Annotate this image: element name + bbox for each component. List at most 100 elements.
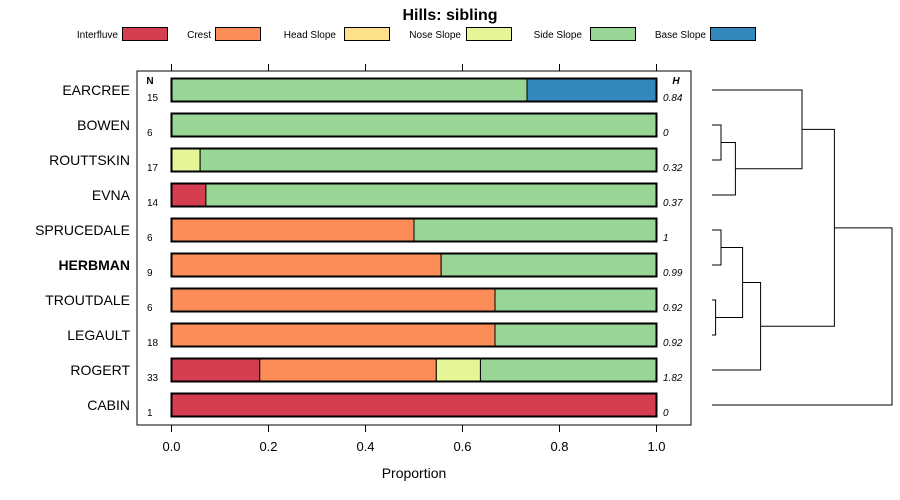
bar-segment-side-slope [171,78,528,102]
row-h-value: 0.84 [663,93,683,104]
bar-segment-interfluve [171,358,261,382]
row-herbman: HERBMAN 9 0.99 [58,252,683,279]
legend: Interfluve Crest Head Slope Nose Slope Side … [77,27,756,41]
legend-label-4: Side Slope [534,30,583,41]
row-label: LEGAULT [67,327,130,343]
legend-label-3: Nose Slope [409,30,461,41]
dendrogram [712,89,893,406]
bar-segment-side-slope [413,218,657,242]
bar-segment-side-slope [440,253,657,277]
bar-segment-nose-slope [435,358,481,382]
bar-segment-interfluve [171,183,207,207]
x-tick-label: 0.4 [356,439,374,454]
row-h-value: 0.37 [663,198,683,209]
row-h-value: 0 [663,128,669,139]
row-n-value: 6 [147,233,153,244]
bar-outline [170,392,658,418]
row-n-value: 9 [147,268,153,279]
row-n-value: 15 [147,93,159,104]
dendrogram-branch [712,282,762,371]
row-cabin: CABIN 1 0 [87,392,669,419]
row-h-value: 1.82 [663,373,683,384]
row-n-value: 6 [147,128,153,139]
row-bowen: BOWEN 6 0 [77,112,669,139]
legend-swatch-0 [122,27,168,41]
dendrogram-branch [712,142,736,196]
row-n-value: 18 [147,338,159,349]
bar-segment-side-slope [494,288,657,312]
dendrogram-branch [712,89,803,170]
row-label: EVNA [92,187,131,203]
row-label: BOWEN [77,117,130,133]
x-axis: 0.0 0.2 0.4 0.6 0.8 1.0 [162,64,666,454]
legend-label-1: Crest [187,30,211,41]
legend-swatch-4 [590,27,636,41]
legend-label-2: Head Slope [284,30,337,41]
x-tick-label: 0.2 [259,439,277,454]
dendrogram-branch [712,227,893,406]
row-n-value: 1 [147,408,153,419]
bar-segment-interfluve [171,393,657,417]
legend-swatch-5 [710,27,756,41]
bar-segment-base-slope [526,78,657,102]
row-n-value: 17 [147,163,159,174]
bar-outline [170,287,658,313]
row-rogert: ROGERT 33 1.82 [70,357,683,384]
dendrogram-branch [712,229,722,266]
bar-rows: EARCREE 15 0.84 BOWEN 6 0 ROUTTSKIN 17 0.32 EVNA 1… [35,77,683,419]
x-tick-label: 0.0 [162,439,180,454]
bar-segment-side-slope [479,358,658,382]
bar-outline [170,147,658,173]
row-routtskin: ROUTTSKIN 17 0.32 [49,147,683,174]
bar-outline [170,252,658,278]
row-h-value: 1 [663,233,669,244]
row-h-value: 0 [663,408,669,419]
h-column-header: H [672,76,680,87]
legend-swatch-1 [215,27,261,41]
row-label: TROUTDALE [45,292,130,308]
legend-swatch-3 [466,27,512,41]
bar-outline [170,217,658,243]
row-h-value: 0.92 [663,338,683,349]
n-column-header: N [146,76,153,87]
row-evna: EVNA 14 0.37 [92,182,683,209]
bar-segment-crest [171,253,442,277]
x-axis-title: Proportion [382,465,447,481]
row-h-value: 0.99 [663,268,683,279]
dendrogram-branch [715,247,744,318]
bar-segment-crest [171,323,496,347]
row-legault: LEGAULT 18 0.92 [67,322,683,349]
row-label: HERBMAN [58,257,130,273]
legend-swatch-2 [344,27,390,41]
dendrogram-branch [760,128,835,327]
row-label: ROGERT [70,362,130,378]
x-tick-label: 0.8 [550,439,568,454]
dendrogram-branch [712,299,717,336]
row-n-value: 6 [147,303,153,314]
bar-outline [170,182,658,208]
bar-segment-crest [259,358,437,382]
row-h-value: 0.32 [663,163,683,174]
bar-segment-side-slope [199,148,658,172]
row-n-value: 33 [147,373,159,384]
row-label: ROUTTSKIN [49,152,130,168]
bar-outline [170,357,658,383]
row-label: EARCREE [62,82,130,98]
row-troutdale: TROUTDALE 6 0.92 [45,287,683,314]
bar-segment-crest [171,288,496,312]
chart-title: Hills: sibling [402,7,497,24]
x-tick-label: 1.0 [647,439,665,454]
bar-segment-side-slope [494,323,657,347]
row-h-value: 0.92 [663,303,683,314]
row-earcree: EARCREE 15 0.84 [62,77,683,104]
bar-segment-side-slope [171,113,657,137]
legend-label-0: Interfluve [77,30,119,41]
dendrogram-branch [712,124,722,161]
bar-segment-crest [171,218,415,242]
panel-frame [136,70,692,426]
bar-segment-nose-slope [171,148,201,172]
bar-segment-side-slope [205,183,657,207]
row-label: SPRUCEDALE [35,222,130,238]
bar-outline [170,322,658,348]
